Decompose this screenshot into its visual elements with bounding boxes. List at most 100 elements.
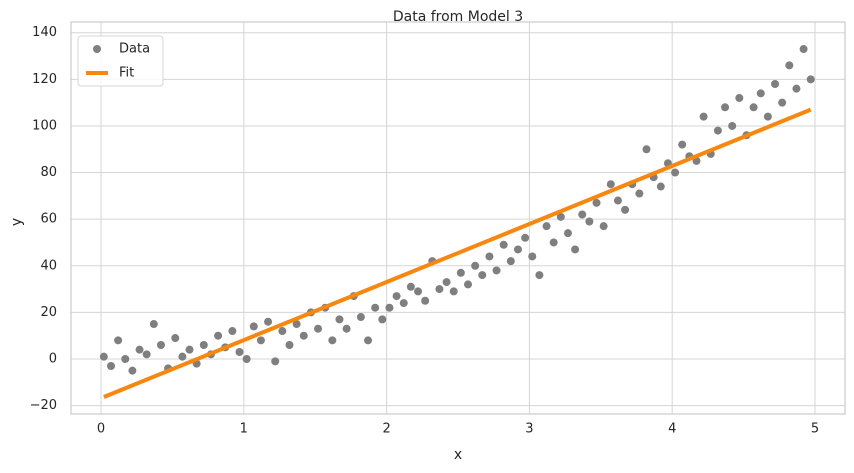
scatter-point — [114, 336, 123, 345]
scatter-point — [256, 336, 265, 345]
scatter-point — [506, 257, 515, 266]
scatter-point — [378, 315, 387, 324]
x-tick-label: 0 — [97, 422, 105, 437]
scatter-point — [735, 93, 744, 102]
plot-frame — [70, 21, 846, 415]
scatter-point — [199, 341, 208, 350]
scatter-point — [678, 140, 687, 149]
scatter-point — [235, 348, 244, 357]
scatter-point — [592, 198, 601, 207]
scatter-point — [799, 45, 808, 54]
x-tick-label: 1 — [240, 422, 248, 437]
scatter-point — [571, 245, 580, 254]
scatter-point — [278, 327, 287, 336]
y-axis-label: y — [9, 218, 25, 226]
scatter-point — [264, 317, 273, 326]
y-tick-label: 60 — [40, 212, 57, 227]
scatter-point — [121, 354, 130, 363]
x-tick-label: 4 — [668, 422, 676, 437]
scatter-point — [185, 345, 194, 354]
scatter-point — [249, 322, 258, 331]
scatter-point — [528, 252, 537, 261]
scatter-point — [749, 103, 758, 112]
legend-label: Data — [119, 42, 150, 57]
scatter-point — [214, 331, 223, 340]
scatter-point — [99, 352, 108, 361]
scatter-point — [642, 145, 651, 154]
scatter-point — [421, 296, 430, 305]
scatter-point — [371, 303, 380, 312]
scatter-point — [699, 112, 708, 121]
y-tick-label: 80 — [40, 165, 57, 180]
scatter-point — [606, 180, 615, 189]
x-tick-label: 5 — [811, 422, 819, 437]
y-tick-label: −20 — [30, 398, 57, 413]
scatter-point — [142, 350, 151, 359]
scatter-point — [392, 292, 401, 301]
legend-label: Fit — [119, 66, 134, 81]
scatter-point — [556, 212, 565, 221]
y-tick-label: 0 — [49, 351, 57, 366]
scatter-point — [449, 287, 458, 296]
scatter-point — [106, 361, 115, 370]
scatter-point — [521, 233, 530, 242]
scatter-point — [399, 299, 408, 308]
scatter-point — [314, 324, 323, 333]
scatter-point — [385, 303, 394, 312]
scatter-point — [713, 126, 722, 135]
scatter-point — [621, 205, 630, 214]
scatter-point — [599, 222, 608, 231]
scatter-point — [778, 98, 787, 107]
scatter-point — [242, 354, 251, 363]
scatter-point — [328, 336, 337, 345]
scatter-point — [364, 336, 373, 345]
scatter-point — [414, 287, 423, 296]
scatter-point — [292, 320, 301, 329]
plot-marks — [99, 45, 815, 399]
scatter-point — [499, 240, 508, 249]
y-tick-label: 40 — [40, 258, 57, 273]
scatter-point — [763, 112, 772, 121]
scatter-point — [792, 84, 801, 93]
chart-title: Data from Model 3 — [393, 9, 523, 25]
scatter-point — [771, 79, 780, 88]
scatter-point — [785, 61, 794, 70]
legend: Data Fit — [77, 35, 164, 87]
scatter-point — [342, 324, 351, 333]
scatter-point — [356, 313, 365, 322]
scatter-point — [478, 271, 487, 280]
scatter-point — [335, 315, 344, 324]
scatter-point — [442, 278, 451, 287]
scatter-point — [613, 196, 622, 205]
scatter-point — [128, 366, 137, 375]
scatter-point — [656, 182, 665, 191]
scatter-point — [406, 282, 415, 291]
scatter-point — [492, 266, 501, 275]
scatter-point — [485, 252, 494, 261]
scatter-point — [463, 280, 472, 289]
scatter-point — [135, 345, 144, 354]
scatter-point — [299, 331, 308, 340]
x-tick-label: 2 — [382, 422, 390, 437]
scatter-point — [542, 222, 551, 231]
scatter-point — [171, 334, 180, 343]
y-tick-label: 20 — [40, 305, 57, 320]
scatter-point — [728, 121, 737, 130]
scatter-point — [671, 168, 680, 177]
scatter-point — [549, 238, 558, 247]
scatter-point — [806, 75, 815, 84]
y-tick-label: 140 — [32, 25, 57, 40]
y-tick-label: 100 — [32, 118, 57, 133]
scatter-point — [271, 357, 280, 366]
scatter-point — [578, 210, 587, 219]
scatter-point — [535, 271, 544, 280]
fit-line — [103, 107, 812, 399]
scatter-point — [756, 89, 765, 98]
scatter-point — [149, 320, 158, 329]
x-tick-label: 3 — [525, 422, 533, 437]
x-axis-label: x — [454, 447, 462, 463]
y-tick-label: 120 — [32, 72, 57, 87]
scatter-point — [228, 327, 237, 336]
scatter-point — [456, 268, 465, 277]
